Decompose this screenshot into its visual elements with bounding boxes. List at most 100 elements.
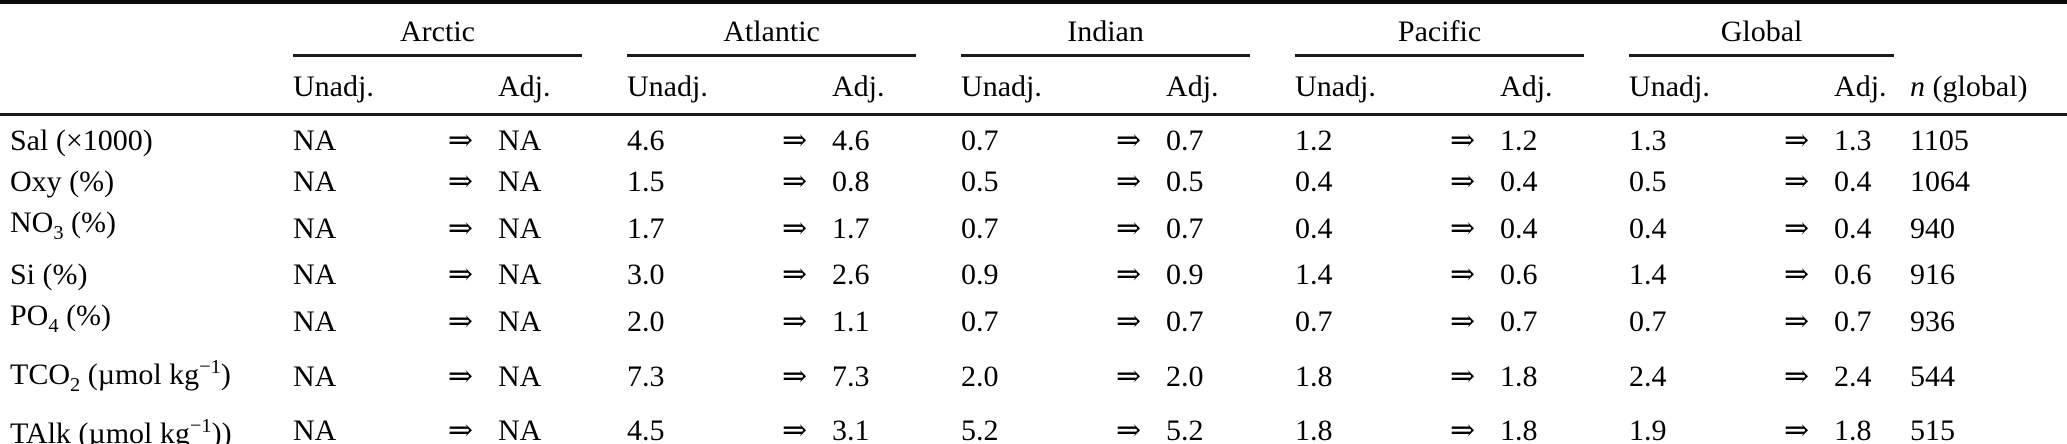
unadj-value: 0.7 xyxy=(1295,304,1333,338)
adj-value: 1.8 xyxy=(1500,413,1538,444)
rightarrow-icon: ⇒ xyxy=(1115,258,1142,291)
adj-value: 0.7 xyxy=(1834,304,1872,338)
adj-value: NA xyxy=(498,124,542,157)
unadj-value: 1.8 xyxy=(1295,360,1333,393)
adj-value: 0.7 xyxy=(1500,304,1538,338)
adj-value: 0.7 xyxy=(1166,211,1204,245)
unadj-value: 3.0 xyxy=(627,258,665,291)
unadj-value: NA xyxy=(293,360,337,393)
row-label: Si (%) xyxy=(0,254,293,295)
rightarrow-icon: ⇒ xyxy=(1449,211,1476,245)
unadj-value: 1.5 xyxy=(627,165,665,198)
adj-value: 0.4 xyxy=(1834,165,1872,198)
row-label-segment: (%) xyxy=(58,299,112,332)
group-header-global: Global xyxy=(1629,2,1895,57)
n-global-value: 936 xyxy=(1910,304,1956,338)
table-row: TCO2 (µmol kg−1) NA ⇒ NA 7.3 ⇒ 7.3 2.0 ⇒ 2.0 1.8 ⇒ 1… xyxy=(0,347,2067,406)
rightarrow-icon: ⇒ xyxy=(781,165,808,198)
group-underline xyxy=(961,54,1251,57)
rightarrow-icon: ⇒ xyxy=(781,258,808,291)
subheader-spacer xyxy=(757,57,833,116)
rightarrow-icon: ⇒ xyxy=(1115,165,1142,198)
rightarrow-icon: ⇒ xyxy=(1783,258,1810,291)
n-header-spacer xyxy=(1894,2,2067,57)
unadj-value: 0.5 xyxy=(961,165,999,198)
subheader-unadj: Unadj. xyxy=(961,57,1092,116)
row-label-segment: (%) xyxy=(63,206,117,239)
rightarrow-icon: ⇒ xyxy=(1449,304,1476,338)
rightarrow-icon: ⇒ xyxy=(447,124,474,157)
adj-value: 0.6 xyxy=(1500,258,1538,291)
unadj-value: 2.0 xyxy=(627,304,665,338)
rightarrow-icon: ⇒ xyxy=(781,413,808,444)
group-name: Atlantic xyxy=(723,15,820,48)
adj-value: 0.7 xyxy=(1166,304,1204,338)
table-body: Sal (×1000) NA ⇒ NA 4.6 ⇒ 4.6 0.7 ⇒ 0.7 1.2 ⇒ 1.2 1.3… xyxy=(0,115,2067,444)
adj-value: 3.1 xyxy=(832,413,870,444)
rightarrow-icon: ⇒ xyxy=(1783,360,1810,393)
n-global-value: 1064 xyxy=(1910,165,1971,198)
table-row: Sal (×1000) NA ⇒ NA 4.6 ⇒ 4.6 0.7 ⇒ 0.7 1.2 ⇒ 1.2 1.3… xyxy=(0,115,2067,162)
row-label-segment: (µmol kg xyxy=(80,358,200,391)
unadj-value: 5.2 xyxy=(961,413,999,444)
n-global-value: 1105 xyxy=(1910,124,1969,157)
unadj-value: 0.7 xyxy=(1629,304,1667,338)
subheader-adj: Adj. xyxy=(1500,57,1630,116)
adj-value: 1.7 xyxy=(832,211,870,245)
subheader-spacer xyxy=(1759,57,1835,116)
row-label-segment: TAlk (µmol kg xyxy=(10,417,190,444)
adj-value: 1.8 xyxy=(1834,413,1872,444)
rightarrow-icon: ⇒ xyxy=(447,413,474,444)
rightarrow-icon: ⇒ xyxy=(1115,211,1142,245)
n-global-value: 544 xyxy=(1910,360,1956,393)
rightarrow-icon: ⇒ xyxy=(1115,304,1142,338)
adj-value: 4.6 xyxy=(832,124,870,157)
adj-value: 0.9 xyxy=(1166,258,1204,291)
rightarrow-icon: ⇒ xyxy=(1783,124,1810,157)
adj-value: 2.4 xyxy=(1834,360,1872,393)
subheader-adj: Adj. xyxy=(1166,57,1296,116)
group-underline xyxy=(627,54,917,57)
unadj-value: 1.2 xyxy=(1295,124,1333,157)
unadj-value: 0.4 xyxy=(1629,211,1667,245)
unadj-value: NA xyxy=(293,258,337,291)
unadj-value: NA xyxy=(293,124,337,157)
adj-value: 0.5 xyxy=(1166,165,1204,198)
adj-value: 2.6 xyxy=(832,258,870,291)
table-row: PO4 (%) NA ⇒ NA 2.0 ⇒ 1.1 0.7 ⇒ 0.7 0.7 ⇒ 0.7 0.7 ⇒ 0.7… xyxy=(0,295,2067,347)
group-header-atlantic: Atlantic xyxy=(627,2,961,57)
adj-value: 0.4 xyxy=(1500,211,1538,245)
row-label-segment: NO xyxy=(10,206,54,239)
subheader-spacer xyxy=(423,57,498,116)
adj-value: 0.8 xyxy=(832,165,870,198)
rightarrow-icon: ⇒ xyxy=(1449,413,1476,444)
adj-value: 0.7 xyxy=(1166,124,1204,157)
row-label-segment: TCO xyxy=(10,358,70,391)
rightarrow-icon: ⇒ xyxy=(1783,211,1810,245)
subheader-adj: Adj. xyxy=(1834,57,1895,116)
subheader-spacer xyxy=(1091,57,1167,116)
subheader-unadj: Unadj. xyxy=(293,57,423,116)
table-row: Si (%) NA ⇒ NA 3.0 ⇒ 2.6 0.9 ⇒ 0.9 1.4 ⇒ 0.6 1.4 ⇒ 0.6 9… xyxy=(0,254,2067,295)
group-underline xyxy=(293,54,583,57)
unadj-value: 0.7 xyxy=(961,304,999,338)
n-global-value: 916 xyxy=(1910,258,1956,291)
row-label-header xyxy=(0,57,293,116)
row-label: NO3 (%) xyxy=(0,202,293,254)
unadj-value: NA xyxy=(293,304,337,338)
adj-value: 1.1 xyxy=(832,304,870,338)
rightarrow-icon: ⇒ xyxy=(1783,413,1810,444)
rightarrow-icon: ⇒ xyxy=(781,360,808,393)
adj-value: 1.2 xyxy=(1500,124,1538,157)
row-label-segment: −1 xyxy=(199,356,221,378)
adj-value: 1.8 xyxy=(1500,360,1538,393)
group-name: Global xyxy=(1720,15,1803,48)
group-header-pacific: Pacific xyxy=(1295,2,1629,57)
group-underline xyxy=(1295,54,1585,57)
n-global-value: 515 xyxy=(1910,413,1956,444)
row-label-segment: Oxy (%) xyxy=(10,165,115,198)
adj-value: NA xyxy=(498,304,542,338)
unadj-value: 2.0 xyxy=(961,360,999,393)
rightarrow-icon: ⇒ xyxy=(781,304,808,338)
